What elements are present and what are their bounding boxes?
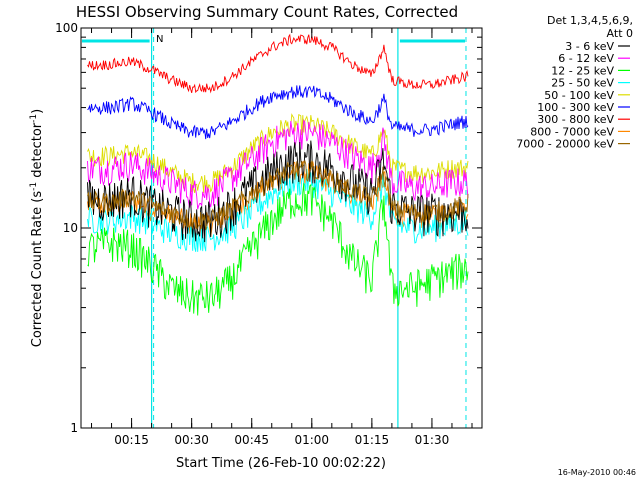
series-line-300-800kev [87, 33, 469, 94]
x-tick-label: 00:15 [114, 433, 149, 447]
series-line-800-7000kev [87, 160, 469, 237]
plot-area [82, 28, 469, 428]
series-line-100-300kev [87, 85, 469, 140]
series-line-50-100kev [87, 113, 469, 194]
y-tick-label: 10 [63, 221, 78, 235]
x-tick-label: 01:15 [355, 433, 390, 447]
legend-entry-label: 12 - 25 keV [551, 64, 614, 77]
x-tick-label: 01:30 [415, 433, 450, 447]
night-flag-label: N [156, 34, 163, 45]
footer-date: 16-May-2010 00:46 [558, 468, 636, 477]
x-tick-label: 00:30 [174, 433, 209, 447]
legend-entry-label: 7000 - 20000 keV [516, 138, 614, 151]
y-tick-label: 1 [70, 421, 78, 435]
legend-entry-label: 100 - 300 keV [537, 101, 614, 114]
y-axis-label-part3: ) [30, 109, 45, 114]
y-axis-label-sup2: -1 [29, 114, 39, 123]
legend-entry-label: 3 - 6 keV [565, 40, 614, 53]
x-axis: 00:15 00:30 00:45 01:00 01:15 01:30 [91, 28, 473, 447]
x-tick-label: 01:00 [294, 433, 329, 447]
series-line-6-12kev [87, 118, 469, 210]
x-tick-label: 00:45 [234, 433, 269, 447]
series-line-7000-20000kev [87, 160, 469, 231]
series-line-12-25kev [87, 183, 469, 316]
legend-entry-label: 800 - 7000 keV [530, 125, 614, 138]
y-axis-label-part1: Corrected Count Rate (s [30, 191, 45, 348]
x-axis-label: Start Time (26-Feb-10 00:02:22) [176, 456, 386, 471]
legend-entry-label: 6 - 12 keV [558, 52, 614, 65]
y-axis-label: Corrected Count Rate (s-1 detector-1) [29, 109, 45, 347]
legend-header-line1: Det 1,3,4,5,6,9, [547, 14, 633, 27]
legend-entry-label: 50 - 100 keV [544, 89, 614, 102]
series-line-3-6kev [87, 140, 469, 243]
y-axis-label-sup1: -1 [29, 182, 39, 191]
legend-header-line2: Att 0 [607, 27, 633, 40]
chart-title: HESSI Observing Summary Count Rates, Cor… [76, 3, 458, 21]
y-tick-label: 100 [55, 21, 78, 35]
legend-entry-label: 25 - 50 keV [551, 77, 614, 90]
y-axis-label-part2: detector [30, 122, 45, 182]
y-axis: 1 10 100 [55, 21, 482, 435]
legend-entry-label: 300 - 800 keV [537, 113, 614, 126]
